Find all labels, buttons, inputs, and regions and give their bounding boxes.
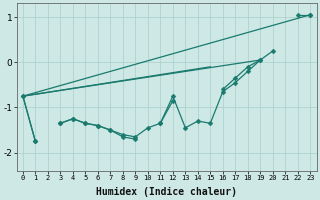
X-axis label: Humidex (Indice chaleur): Humidex (Indice chaleur) <box>96 186 237 197</box>
